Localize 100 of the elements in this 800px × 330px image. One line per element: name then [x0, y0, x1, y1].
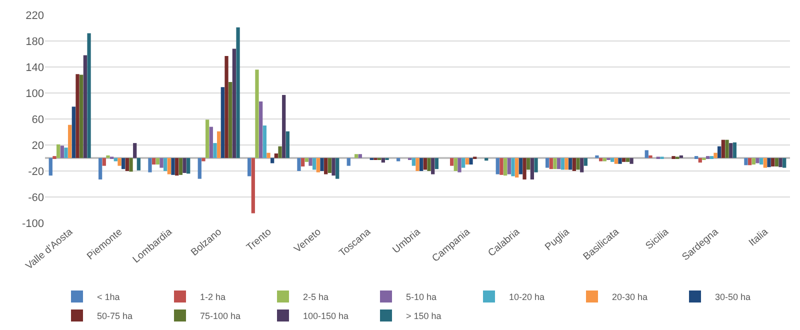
bar — [694, 156, 698, 159]
bar — [484, 158, 488, 161]
bar — [450, 158, 454, 166]
bar — [760, 158, 764, 165]
bar — [175, 158, 179, 176]
bar — [152, 158, 156, 165]
bar — [220, 87, 224, 158]
y-tick-label: -60 — [28, 192, 44, 204]
bar — [297, 158, 301, 172]
bar — [610, 158, 614, 162]
bar — [598, 158, 603, 162]
bar — [648, 155, 652, 158]
bar — [274, 153, 278, 158]
y-tick-label: 60 — [32, 114, 44, 126]
bar — [278, 146, 282, 158]
bar — [320, 158, 324, 172]
bar — [672, 156, 676, 159]
bar — [534, 158, 538, 172]
y-tick-label: 180 — [26, 36, 44, 48]
y-tick-label: 220 — [26, 10, 44, 22]
bar — [72, 106, 76, 158]
bar — [381, 158, 386, 163]
bar — [60, 146, 64, 158]
bar — [87, 33, 91, 158]
bar — [434, 158, 439, 170]
bar — [396, 158, 400, 162]
bar — [236, 27, 240, 158]
bar — [714, 152, 718, 158]
bar — [462, 158, 466, 168]
bar — [526, 158, 530, 170]
bar — [209, 126, 213, 158]
bar — [752, 158, 756, 165]
bar — [522, 158, 526, 180]
legend-label: 5-10 ha — [406, 292, 437, 302]
bar — [186, 158, 190, 174]
bar — [729, 143, 733, 158]
bar — [217, 131, 221, 158]
bar — [64, 148, 68, 158]
bar — [336, 158, 340, 179]
bar — [125, 158, 129, 172]
bar — [515, 158, 519, 178]
bar — [504, 158, 508, 176]
bar — [300, 158, 305, 166]
bar — [232, 48, 236, 158]
bar — [782, 158, 786, 168]
bar — [167, 158, 171, 174]
bar — [255, 70, 259, 158]
legend-label: < 1ha — [97, 292, 120, 302]
bar — [778, 158, 782, 168]
legend-label: 1-2 ha — [200, 292, 226, 302]
bar — [312, 158, 316, 170]
bar — [332, 158, 336, 176]
bar — [251, 158, 255, 214]
bar — [423, 158, 427, 170]
bar — [56, 144, 60, 158]
bar — [122, 158, 126, 170]
bar — [630, 158, 634, 164]
bar — [718, 146, 722, 158]
bar — [595, 155, 599, 158]
bar — [106, 155, 110, 158]
bar — [706, 156, 710, 159]
bar — [247, 158, 252, 176]
bar — [774, 158, 778, 166]
bar — [454, 158, 458, 172]
bar — [744, 158, 748, 166]
bar — [431, 158, 435, 174]
bar — [286, 131, 290, 158]
bar — [262, 126, 266, 158]
bar — [182, 158, 186, 173]
bar — [507, 158, 511, 174]
bar — [178, 158, 182, 175]
bar — [626, 158, 630, 162]
bar — [328, 158, 332, 173]
bar — [80, 74, 84, 158]
y-tick-label: -20 — [28, 166, 44, 178]
bar — [465, 158, 469, 165]
bar — [576, 158, 580, 170]
bar — [584, 158, 588, 166]
bar — [202, 158, 206, 162]
bar — [266, 152, 270, 158]
y-tick-label: 20 — [32, 140, 44, 152]
bar — [324, 158, 328, 174]
bar — [136, 158, 141, 170]
legend-label: 30-50 ha — [715, 292, 751, 302]
bar — [732, 142, 737, 158]
bar — [224, 56, 228, 158]
bar — [52, 156, 56, 159]
bar — [412, 158, 416, 166]
bar — [346, 158, 350, 166]
y-tick-label: -100 — [22, 218, 44, 230]
bar — [282, 94, 286, 158]
bar — [354, 154, 358, 158]
x-tick-label: Italia — [747, 226, 771, 249]
bar — [557, 158, 561, 170]
bar — [98, 158, 102, 180]
y-tick-label: 100 — [26, 88, 44, 100]
bar — [518, 158, 522, 174]
legend-label: 50-75 ha — [97, 311, 133, 322]
bar — [564, 158, 568, 170]
bar — [458, 158, 462, 172]
